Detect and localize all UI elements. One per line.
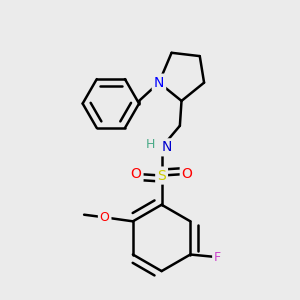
Text: H: H	[145, 138, 155, 151]
Text: O: O	[100, 211, 110, 224]
Text: N: N	[154, 76, 164, 90]
Text: N: N	[161, 140, 172, 154]
Text: F: F	[214, 251, 221, 264]
Text: S: S	[157, 169, 166, 182]
Text: O: O	[182, 167, 193, 181]
Text: O: O	[130, 167, 142, 181]
